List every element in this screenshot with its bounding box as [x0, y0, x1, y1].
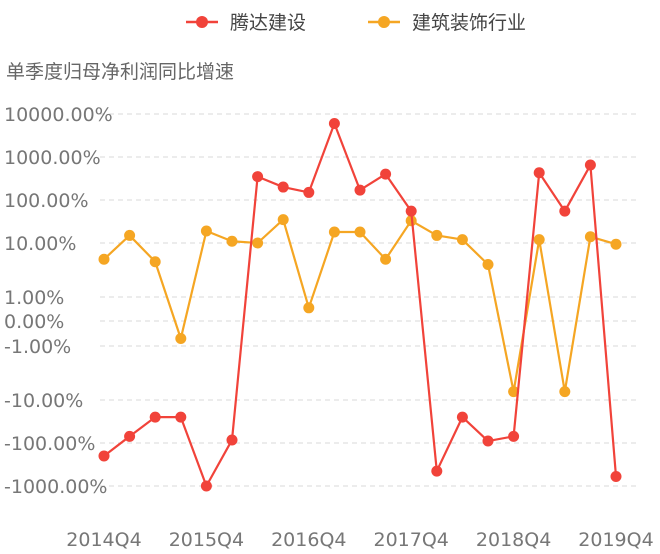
y-tick-label: 1000.00% — [4, 147, 101, 169]
y-axis-title: 单季度归母净利润同比增速 — [6, 61, 234, 83]
data-point[interactable] — [149, 411, 161, 423]
y-tick-label: -100.00% — [4, 433, 95, 455]
data-point[interactable] — [380, 168, 392, 180]
data-point[interactable] — [124, 229, 136, 241]
data-point[interactable] — [175, 333, 187, 344]
chart-legend[interactable]: 腾达建设 建筑装饰行业 — [186, 12, 526, 34]
data-point[interactable] — [559, 386, 571, 398]
legend-item-0[interactable]: 腾达建设 — [186, 12, 306, 34]
data-point[interactable] — [431, 465, 443, 477]
data-point[interactable] — [303, 186, 315, 198]
legend-swatch-marker — [378, 16, 390, 28]
series-layer — [98, 118, 622, 492]
data-point[interactable] — [328, 226, 340, 238]
data-point[interactable] — [354, 226, 366, 238]
data-point[interactable] — [175, 411, 187, 423]
x-tick-label: 2014Q4 — [66, 529, 141, 551]
series-1 — [98, 214, 622, 398]
x-tick-label: 2018Q4 — [476, 529, 551, 551]
data-point[interactable] — [610, 238, 622, 250]
data-point[interactable] — [124, 430, 136, 442]
data-point[interactable] — [380, 253, 392, 265]
data-point[interactable] — [149, 256, 161, 268]
y-tick-label: -10.00% — [4, 390, 83, 412]
data-point[interactable] — [482, 435, 494, 447]
data-point[interactable] — [354, 184, 366, 196]
data-point[interactable] — [533, 167, 545, 179]
series-line — [103, 218, 617, 393]
data-point[interactable] — [252, 171, 264, 183]
data-point[interactable] — [482, 258, 494, 270]
x-axis-ticks: 2014Q4 2015Q4 2016Q4 2017Q4 2018Q4 2019Q4 — [66, 529, 653, 551]
y-tick-label: 0.00% — [4, 311, 64, 333]
y-tick-label: -1.00% — [4, 336, 71, 358]
data-point[interactable] — [277, 181, 289, 193]
data-point[interactable] — [456, 411, 468, 423]
legend-label: 腾达建设 — [230, 12, 306, 34]
data-point[interactable] — [277, 214, 289, 226]
data-point[interactable] — [98, 450, 110, 462]
y-tick-label: 100.00% — [4, 190, 89, 212]
data-point[interactable] — [328, 118, 340, 130]
x-tick-label: 2017Q4 — [373, 529, 448, 551]
y-axis-ticks: 10000.00% 1000.00% 100.00% 10.00% 1.00%0.00%… — [4, 104, 113, 498]
y-tick-label: 10000.00% — [4, 104, 113, 126]
data-point[interactable] — [98, 253, 110, 265]
data-point[interactable] — [226, 434, 238, 446]
y-gridlines — [100, 113, 640, 487]
y-tick-label: 10.00% — [4, 233, 76, 255]
data-point[interactable] — [559, 205, 571, 217]
y-tick-label: -1000.00% — [4, 476, 107, 498]
data-point[interactable] — [584, 159, 596, 171]
y-tick-label: 1.00% — [4, 287, 64, 309]
x-tick-label: 2016Q4 — [271, 529, 346, 551]
data-point[interactable] — [252, 237, 264, 249]
data-point[interactable] — [508, 386, 520, 398]
data-point[interactable] — [200, 225, 212, 237]
data-point[interactable] — [533, 234, 545, 246]
data-point[interactable] — [584, 231, 596, 243]
data-point[interactable] — [456, 234, 468, 246]
series-0 — [98, 118, 622, 492]
data-point[interactable] — [226, 235, 238, 247]
legend-item-1[interactable]: 建筑装饰行业 — [368, 12, 526, 34]
data-point[interactable] — [508, 430, 520, 442]
x-tick-label: 2019Q4 — [578, 529, 653, 551]
data-point[interactable] — [431, 229, 443, 241]
x-tick-label: 2015Q4 — [169, 529, 244, 551]
data-point[interactable] — [405, 205, 417, 217]
data-point[interactable] — [200, 480, 212, 492]
data-point[interactable] — [303, 302, 315, 314]
data-point[interactable] — [610, 470, 622, 482]
legend-label: 建筑装饰行业 — [412, 12, 526, 34]
legend-swatch-marker — [196, 16, 208, 28]
